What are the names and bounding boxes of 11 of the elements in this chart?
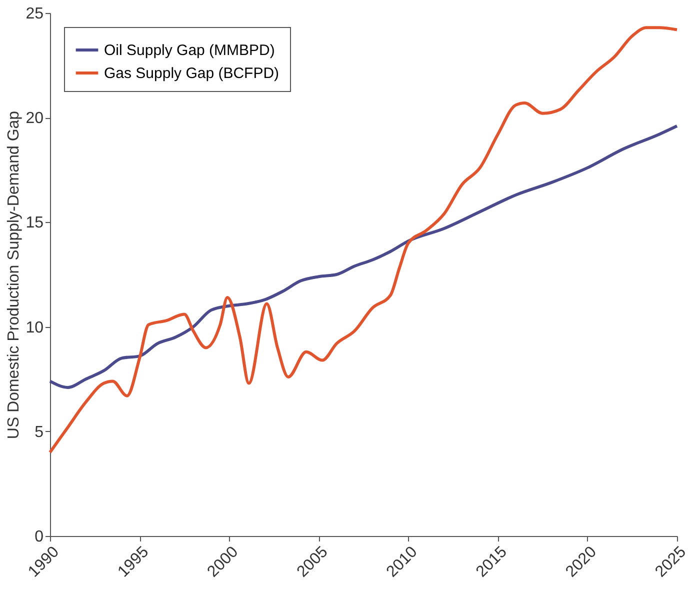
legend-label: Gas Supply Gap (BCFPD) bbox=[104, 65, 280, 82]
y-tick-label: 15 bbox=[26, 214, 44, 232]
y-tick-label: 20 bbox=[26, 110, 44, 128]
legend-label: Oil Supply Gap (MMBPD) bbox=[104, 42, 275, 59]
y-tick-label: 25 bbox=[26, 6, 44, 22]
y-tick-label: 0 bbox=[34, 528, 44, 546]
y-axis-title: US Domestic Production Supply-Demand Gap bbox=[6, 110, 23, 440]
line-series bbox=[48, 124, 678, 389]
y-tick-label: 5 bbox=[34, 424, 44, 441]
y-tick-label: 10 bbox=[26, 319, 44, 336]
line-series bbox=[48, 26, 678, 454]
